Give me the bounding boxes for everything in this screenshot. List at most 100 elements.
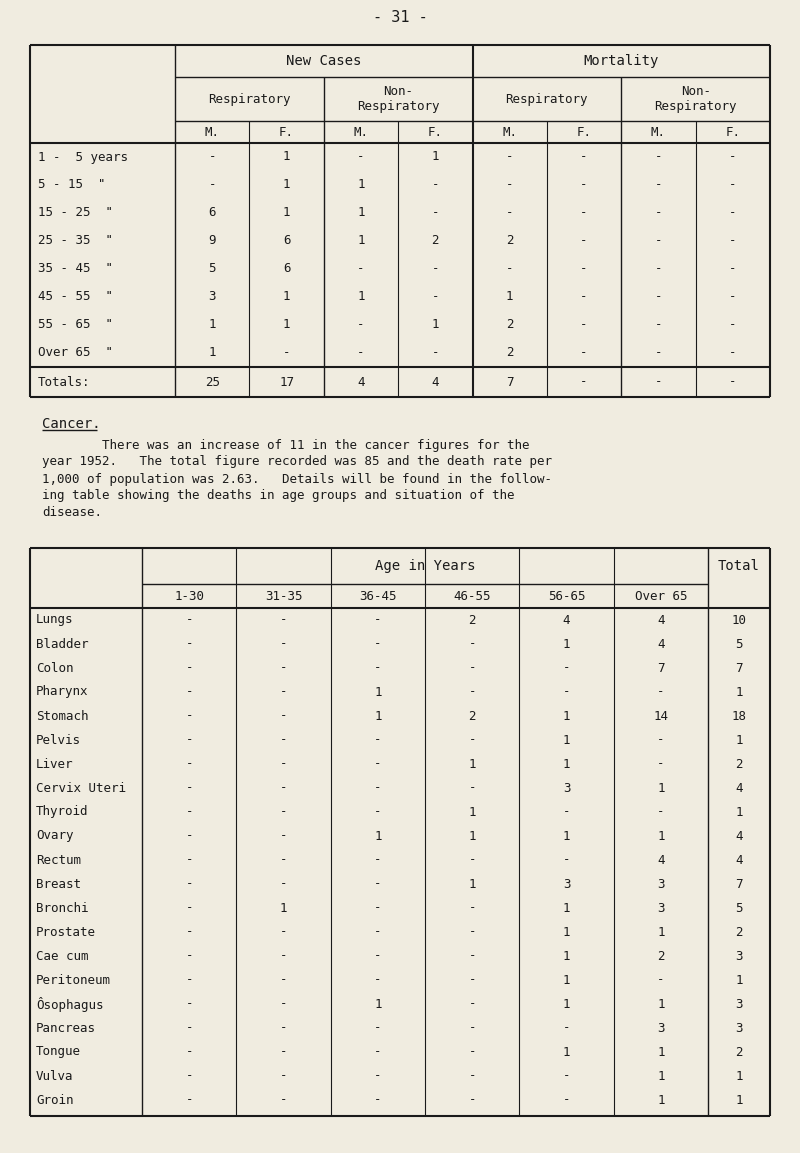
Text: -: -	[469, 638, 476, 650]
Text: -: -	[657, 758, 665, 770]
Text: 1: 1	[357, 206, 365, 219]
Text: -: -	[580, 234, 588, 248]
Text: 4: 4	[431, 376, 439, 389]
Text: Pancreas: Pancreas	[36, 1022, 96, 1034]
Text: -: -	[280, 758, 287, 770]
Text: M.: M.	[502, 126, 517, 138]
Text: -: -	[654, 318, 662, 332]
Text: Over 65  ": Over 65 "	[38, 347, 113, 360]
Text: -: -	[729, 179, 737, 191]
Text: -: -	[186, 782, 193, 794]
Text: 3: 3	[735, 997, 742, 1010]
Text: -: -	[729, 263, 737, 276]
Text: -: -	[209, 179, 216, 191]
Text: 1: 1	[657, 997, 665, 1010]
Text: 1: 1	[357, 234, 365, 248]
Text: -: -	[374, 926, 382, 939]
Text: Respiratory: Respiratory	[506, 92, 588, 106]
Text: 1: 1	[431, 318, 439, 332]
Text: -: -	[186, 709, 193, 723]
Text: -: -	[186, 613, 193, 626]
Text: -: -	[431, 347, 439, 360]
Text: Tongue: Tongue	[36, 1046, 81, 1058]
Text: -: -	[186, 758, 193, 770]
Text: 6: 6	[283, 263, 290, 276]
Text: M.: M.	[354, 126, 369, 138]
Text: -: -	[580, 151, 588, 164]
Text: 2: 2	[506, 234, 514, 248]
Text: -: -	[186, 1093, 193, 1107]
Text: -: -	[654, 376, 662, 389]
Text: -: -	[431, 263, 439, 276]
Text: Peritoneum: Peritoneum	[36, 973, 111, 987]
Text: 45 - 55  ": 45 - 55 "	[38, 291, 113, 303]
Text: F.: F.	[279, 126, 294, 138]
Text: -: -	[580, 376, 588, 389]
Text: 5 - 15  ": 5 - 15 "	[38, 179, 106, 191]
Text: -: -	[580, 318, 588, 332]
Text: 1: 1	[374, 709, 382, 723]
Text: Bronchi: Bronchi	[36, 902, 89, 914]
Text: 1: 1	[735, 686, 742, 699]
Text: -: -	[186, 662, 193, 675]
Text: 1: 1	[283, 291, 290, 303]
Text: - 31 -: - 31 -	[373, 10, 427, 25]
Text: 2: 2	[506, 318, 514, 332]
Text: 6: 6	[209, 206, 216, 219]
Text: -: -	[657, 686, 665, 699]
Text: 35 - 45  ": 35 - 45 "	[38, 263, 113, 276]
Text: -: -	[186, 806, 193, 819]
Text: -: -	[580, 347, 588, 360]
Text: -: -	[562, 853, 570, 867]
Text: 1: 1	[280, 902, 287, 914]
Text: 4: 4	[735, 853, 742, 867]
Text: Thyroid: Thyroid	[36, 806, 89, 819]
Text: -: -	[280, 806, 287, 819]
Text: 1: 1	[657, 829, 665, 843]
Text: -: -	[374, 1070, 382, 1083]
Text: 1: 1	[506, 291, 514, 303]
Text: 1,000 of population was 2.63.   Details will be found in the follow-: 1,000 of population was 2.63. Details wi…	[42, 473, 552, 485]
Text: 1: 1	[469, 877, 476, 890]
Text: 4: 4	[735, 782, 742, 794]
Text: 1: 1	[357, 291, 365, 303]
Text: -: -	[469, 950, 476, 963]
Text: -: -	[729, 151, 737, 164]
Text: 1: 1	[283, 318, 290, 332]
Text: -: -	[186, 973, 193, 987]
Text: -: -	[374, 1093, 382, 1107]
Text: -: -	[506, 263, 514, 276]
Text: 31-35: 31-35	[265, 589, 302, 603]
Text: -: -	[562, 662, 570, 675]
Text: -: -	[374, 613, 382, 626]
Text: -: -	[186, 950, 193, 963]
Text: -: -	[280, 853, 287, 867]
Text: Rectum: Rectum	[36, 853, 81, 867]
Text: -: -	[562, 806, 570, 819]
Text: 18: 18	[731, 709, 746, 723]
Text: 1: 1	[657, 1070, 665, 1083]
Text: Ôsophagus: Ôsophagus	[36, 996, 103, 1011]
Text: 25 - 35  ": 25 - 35 "	[38, 234, 113, 248]
Text: 2: 2	[657, 950, 665, 963]
Text: -: -	[469, 997, 476, 1010]
Text: -: -	[374, 638, 382, 650]
Text: ing table showing the deaths in age groups and situation of the: ing table showing the deaths in age grou…	[42, 490, 514, 503]
Text: 1: 1	[562, 950, 570, 963]
Text: 1: 1	[374, 829, 382, 843]
Text: 1: 1	[562, 973, 570, 987]
Text: 4: 4	[735, 829, 742, 843]
Text: -: -	[374, 853, 382, 867]
Text: F.: F.	[726, 126, 740, 138]
Text: -: -	[469, 1022, 476, 1034]
Text: -: -	[280, 613, 287, 626]
Text: Respiratory: Respiratory	[208, 92, 290, 106]
Text: -: -	[431, 179, 439, 191]
Text: -: -	[280, 1046, 287, 1058]
Text: -: -	[469, 733, 476, 746]
Text: -: -	[654, 151, 662, 164]
Text: 15 - 25  ": 15 - 25 "	[38, 206, 113, 219]
Text: 1: 1	[735, 733, 742, 746]
Text: -: -	[186, 1022, 193, 1034]
Text: 4: 4	[562, 613, 570, 626]
